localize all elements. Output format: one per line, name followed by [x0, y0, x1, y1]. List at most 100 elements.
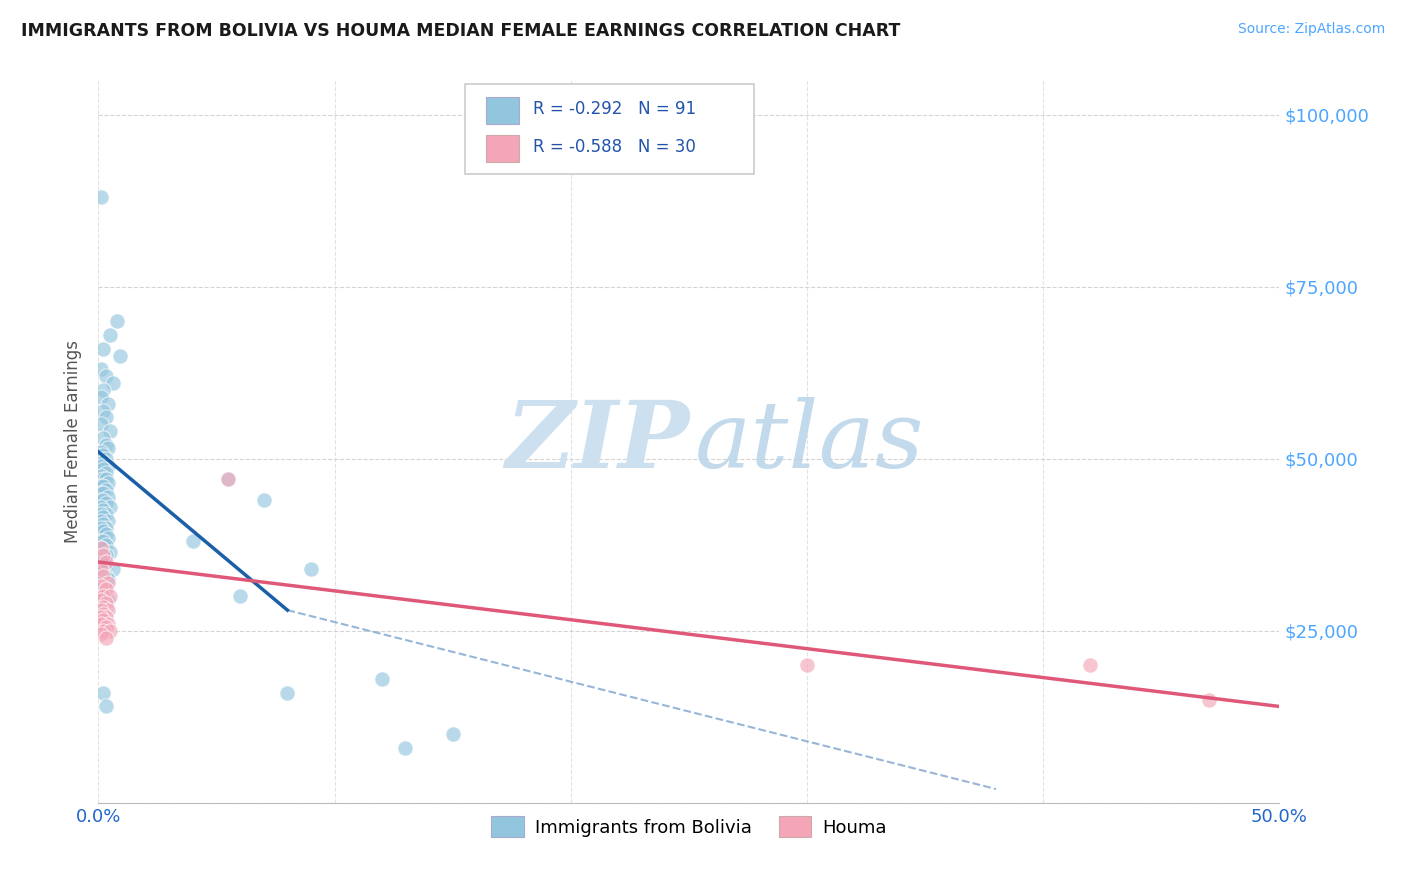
Point: [91, 503, 114, 517]
Point: [91, 590, 114, 604]
Point: [90, 562, 112, 576]
Point: [90, 586, 112, 600]
Point: [94, 582, 117, 597]
Point: [217, 472, 239, 486]
Point: [91, 566, 114, 580]
Point: [97, 575, 120, 590]
Point: [90, 610, 112, 624]
Point: [94, 568, 117, 582]
Point: [98, 500, 121, 514]
Point: [94, 410, 117, 425]
Point: [97, 458, 120, 473]
Point: [90, 362, 112, 376]
Point: [1080, 658, 1102, 673]
Point: [91, 534, 114, 549]
Point: [90, 479, 112, 493]
Point: [91, 431, 114, 445]
Point: [90, 534, 112, 549]
Point: [91, 462, 114, 476]
Point: [97, 442, 120, 456]
Point: [91, 510, 114, 524]
Point: [94, 438, 117, 452]
Point: [91, 524, 114, 538]
Point: [94, 496, 117, 510]
Text: atlas: atlas: [695, 397, 924, 486]
Point: [90, 541, 112, 556]
Point: [91, 448, 114, 462]
Point: [108, 349, 131, 363]
Point: [97, 616, 120, 631]
Point: [94, 582, 117, 597]
Point: [90, 458, 112, 473]
Point: [94, 610, 117, 624]
Point: [90, 562, 112, 576]
Point: [90, 507, 112, 521]
Point: [91, 472, 114, 486]
Point: [94, 466, 117, 480]
Point: [90, 551, 112, 566]
Point: [90, 579, 112, 593]
Point: [181, 534, 204, 549]
Point: [91, 455, 114, 469]
Point: [98, 424, 121, 438]
Text: IMMIGRANTS FROM BOLIVIA VS HOUMA MEDIAN FEMALE EARNINGS CORRELATION CHART: IMMIGRANTS FROM BOLIVIA VS HOUMA MEDIAN …: [21, 22, 900, 40]
Point: [91, 590, 114, 604]
Point: [98, 544, 121, 558]
Point: [101, 376, 124, 390]
Point: [98, 327, 121, 342]
Point: [94, 472, 117, 486]
Point: [229, 590, 252, 604]
Point: [97, 592, 120, 607]
Legend: Immigrants from Bolivia, Houma: Immigrants from Bolivia, Houma: [484, 809, 894, 845]
Point: [94, 538, 117, 552]
Point: [105, 314, 128, 328]
Point: [94, 631, 117, 645]
Point: [97, 490, 120, 504]
Point: [94, 596, 117, 610]
Point: [91, 342, 114, 356]
Point: [91, 599, 114, 614]
Point: [101, 562, 124, 576]
Point: [441, 727, 464, 741]
Point: [90, 469, 112, 483]
Point: [90, 493, 112, 508]
Point: [91, 555, 114, 569]
Point: [97, 475, 120, 490]
Point: [97, 514, 120, 528]
Point: [91, 486, 114, 500]
Point: [90, 596, 112, 610]
Point: [97, 603, 120, 617]
Point: [91, 607, 114, 621]
Point: [90, 500, 112, 514]
Point: [394, 740, 416, 755]
FancyBboxPatch shape: [464, 84, 754, 174]
Point: [98, 624, 121, 638]
Point: [94, 507, 117, 521]
Point: [91, 479, 114, 493]
Point: [90, 520, 112, 534]
Point: [90, 541, 112, 556]
Point: [94, 520, 117, 534]
Point: [91, 624, 114, 638]
Text: R = -0.588   N = 30: R = -0.588 N = 30: [533, 138, 696, 156]
Point: [94, 558, 117, 573]
Point: [91, 568, 114, 582]
FancyBboxPatch shape: [486, 135, 519, 162]
Point: [90, 514, 112, 528]
Point: [91, 517, 114, 532]
Point: [90, 616, 112, 631]
Point: [94, 483, 117, 497]
Y-axis label: Median Female Earnings: Median Female Earnings: [65, 340, 83, 543]
Point: [97, 572, 120, 586]
Text: R = -0.292   N = 91: R = -0.292 N = 91: [533, 100, 696, 118]
Point: [253, 493, 276, 508]
Point: [98, 590, 121, 604]
Point: [217, 472, 239, 486]
Point: [90, 603, 112, 617]
Point: [91, 603, 114, 617]
Point: [97, 531, 120, 545]
Point: [97, 397, 120, 411]
Point: [90, 575, 112, 590]
Point: [90, 592, 112, 607]
Point: [94, 599, 117, 614]
